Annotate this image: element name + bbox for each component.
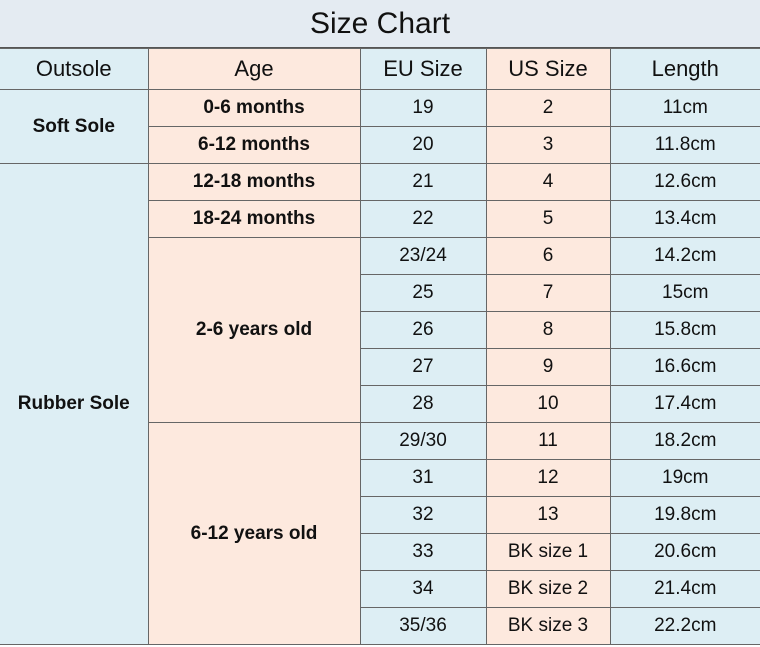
eu-size: 28 [360,385,487,423]
eu-size: 35/36 [360,607,487,645]
size-row: 33 BK size 1 20.6cm [0,533,760,571]
us-size: BK size 3 [485,607,611,645]
us-size: 5 [485,200,611,238]
length: 11.8cm [609,126,760,164]
eu-size: 22 [359,200,487,238]
eu-size: 20 [359,126,487,164]
size-row: 27 9 16.6cm [0,348,760,386]
length: 19.8cm [609,496,760,534]
eu-size: 25 [360,274,487,312]
outsole-cell: Soft Sole [0,89,149,164]
eu-size: 27 [360,348,487,386]
length: 13.4cm [609,200,760,238]
size-row: 35/36 BK size 3 22.2cm [0,607,760,645]
title: Size Chart [0,0,760,48]
length: 15cm [609,274,760,312]
eu-size: 21 [359,163,487,201]
us-size: 11 [485,422,611,460]
size-row: 2-6 years old 23/24 6 14.2cm [0,237,760,423]
eu-size: 26 [360,311,487,349]
us-size: 7 [485,274,611,312]
us-size: BK size 1 [485,533,611,571]
eu-size: 29/30 [359,422,487,460]
age-cell: 6-12 years old [148,422,361,645]
column-header: Outsole [0,48,149,90]
length: 19cm [609,459,760,497]
us-size: 9 [485,348,611,386]
eu-size: 33 [360,533,487,571]
length: 11cm [609,89,760,127]
size-table: Outsole Age EU Size US Size Length Soft Sole… [0,48,760,645]
size-row: 32 13 19.8cm [0,496,760,534]
size-row: Rubber Sole 12-18 months 21 4 12.6cm [0,163,760,645]
us-size: 3 [485,126,611,164]
size-row: Soft Sole 0-6 months 19 2 11cm [0,89,760,164]
us-size: 8 [485,311,611,349]
us-size: 6 [485,237,611,275]
size-row: 28 10 17.4cm [0,385,760,423]
length: 22.2cm [609,607,760,645]
eu-size: 19 [359,89,487,127]
size-row: 6-12 years old 29/30 11 18.2cm [0,422,760,645]
column-header: Length [609,48,760,90]
outsole-cell: Rubber Sole [0,163,149,645]
size-row: 34 BK size 2 21.4cm [0,570,760,608]
eu-size: 23/24 [359,237,487,275]
header-row: Outsole Age EU Size US Size Length [0,48,760,90]
length: 16.6cm [609,348,760,386]
length: 17.4cm [609,385,760,423]
size-row: 26 8 15.8cm [0,311,760,349]
column-header: Age [147,48,361,90]
length: 14.2cm [609,237,760,275]
eu-size: 32 [360,496,487,534]
size-row: 25 7 15cm [0,274,760,312]
age-cell: 12-18 months [147,163,361,201]
us-size: 4 [485,163,611,201]
eu-size: 34 [360,570,487,608]
age-cell: 18-24 months [148,200,361,238]
us-size: 12 [485,459,611,497]
us-size: 13 [485,496,611,534]
column-header: EU Size [359,48,487,90]
length: 18.2cm [609,422,760,460]
length: 12.6cm [609,163,760,201]
column-header: US Size [485,48,611,90]
age-cell: 0-6 months [147,89,361,127]
us-size: 10 [485,385,611,423]
us-size: BK size 2 [485,570,611,608]
length: 20.6cm [609,533,760,571]
eu-size: 31 [360,459,487,497]
us-size: 2 [485,89,611,127]
length: 21.4cm [609,570,760,608]
age-cell: 2-6 years old [148,237,361,423]
length: 15.8cm [609,311,760,349]
age-cell: 6-12 months [148,126,361,164]
